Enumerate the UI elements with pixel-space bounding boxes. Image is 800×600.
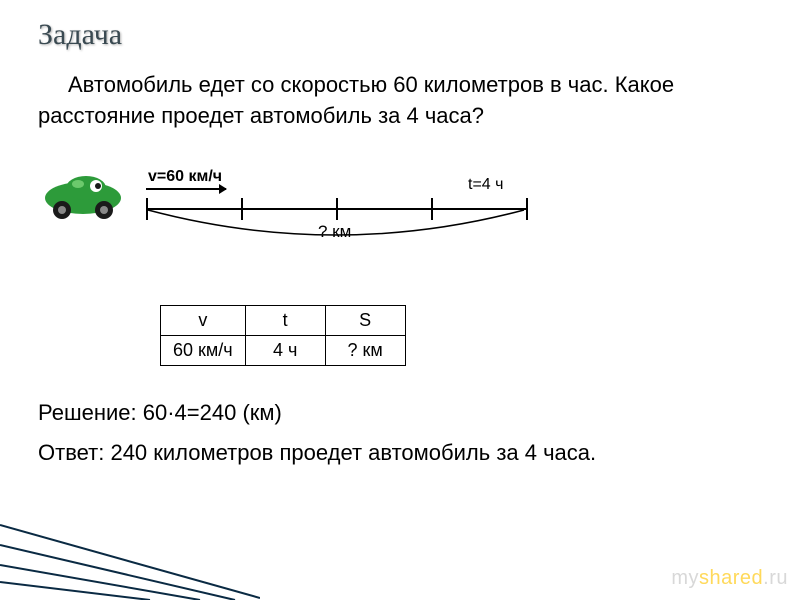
watermark-accent: shared — [699, 567, 763, 589]
answer-text: 240 километров проедет автомобиль за 4 ч… — [110, 440, 596, 465]
table-header-t: t — [245, 306, 325, 336]
table-cell-t: 4 ч — [245, 336, 325, 366]
speed-label: v=60 км/ч — [148, 168, 222, 186]
answer-line: Ответ: 240 километров проедет автомобиль… — [38, 440, 596, 466]
data-table: v t S 60 км/ч 4 ч ? км — [160, 305, 406, 366]
slide-title: Задача — [38, 18, 122, 52]
table-cell-s: ? км — [325, 336, 405, 366]
diagram: v=60 км/ч t=4 ч ? км — [38, 160, 578, 280]
table-row: 60 км/ч 4 ч ? км — [161, 336, 406, 366]
problem-text: Автомобиль едет со скоростью 60 километр… — [38, 70, 762, 132]
solution-label: Решение: — [38, 400, 137, 425]
problem-body: Автомобиль едет со скоростью 60 километр… — [38, 72, 674, 128]
table-header-v: v — [161, 306, 246, 336]
table-header-s: S — [325, 306, 405, 336]
answer-label: Ответ: — [38, 440, 104, 465]
tick-4 — [526, 198, 528, 220]
watermark: myshared.ru — [671, 567, 788, 590]
table-row: v t S — [161, 306, 406, 336]
corner-decoration — [0, 510, 260, 600]
speed-arrow — [146, 188, 226, 190]
watermark-suffix: .ru — [763, 567, 788, 589]
car-icon — [38, 170, 128, 220]
table-cell-v: 60 км/ч — [161, 336, 246, 366]
solution-expr: 60·4=240 (км) — [143, 400, 282, 425]
time-label: t=4 ч — [468, 176, 503, 194]
unknown-label: ? км — [318, 222, 351, 242]
solution-line: Решение: 60·4=240 (км) — [38, 400, 282, 426]
watermark-prefix: my — [671, 567, 699, 589]
